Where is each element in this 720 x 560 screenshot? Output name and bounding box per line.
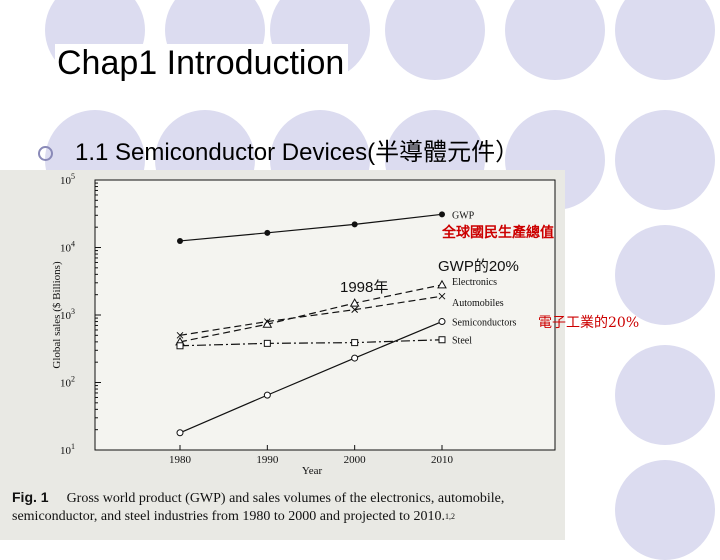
automobiles-data-point (176, 331, 184, 339)
y-tick-label: 101 (60, 442, 75, 457)
decor-circle (615, 110, 715, 210)
plot-area (94, 179, 556, 451)
caption-label: Fig. 1 (12, 489, 49, 505)
slide-title: Chap1 Introduction (55, 44, 349, 83)
automobiles-data-point (263, 318, 271, 325)
bullet-text: 1.1 Semiconductor Devices(半導體元件） (75, 139, 520, 166)
gwp-series-label: GWP (452, 210, 475, 221)
figure-panel: 101 102 103 104 105 1980 1990 2000 2010 Year Globa… (0, 170, 565, 540)
automobiles-data-point (438, 292, 446, 300)
electronics-data-point (437, 279, 447, 289)
x-tick-label: 2000 (344, 454, 367, 466)
gwp-20-percent-annotation: GWP的20% (438, 258, 519, 275)
y-tick-label: 104 (60, 240, 75, 255)
x-tick-label: 2010 (431, 454, 454, 466)
steel-data-point (176, 342, 184, 350)
x-axis-label: Year (302, 465, 323, 477)
y-axis-label: Global sales ($ Billions) (51, 261, 63, 369)
decor-circle (615, 0, 715, 80)
gwp-data-point (264, 229, 271, 236)
electronics-20-percent-annotation: 電子工業的20% (538, 315, 640, 331)
semiconductors-series-line (179, 320, 443, 434)
steel-data-point (263, 339, 271, 347)
x-tick-label: 1980 (169, 454, 192, 466)
semiconductors-data-point (438, 318, 446, 326)
gwp-chinese-annotation: 全球國民生產總值 (442, 225, 554, 241)
decor-circle (615, 345, 715, 445)
caption-text: Gross world product (GWP) and sales volu… (12, 491, 505, 524)
semiconductors-data-point (263, 391, 271, 399)
figure-caption: Fig. 1 Gross world product (GWP) and sale… (12, 488, 567, 526)
automobiles-series-label: Automobiles (452, 298, 504, 309)
y-tick-label: 102 (60, 375, 75, 390)
bullet-ring-icon (38, 146, 53, 162)
electronics-series-label: Electronics (452, 277, 497, 288)
decor-circle (385, 0, 485, 80)
steel-data-point (438, 336, 446, 344)
gwp-data-point (177, 237, 183, 244)
decor-circle (615, 225, 715, 325)
x-tick-label: 1990 (256, 454, 279, 466)
steel-series-label: Steel (452, 336, 472, 347)
steel-data-point (351, 339, 359, 347)
semiconductors-data-point (176, 429, 184, 437)
gwp-series-line (179, 213, 443, 242)
gwp-data-point (351, 221, 358, 228)
decor-circle (505, 0, 605, 80)
year-1998-annotation: 1998年 (340, 279, 389, 296)
steel-series-line (179, 339, 443, 347)
semiconductors-series-label: Semiconductors (452, 318, 517, 329)
y-tick-label: 105 (60, 172, 75, 187)
decor-circle (615, 460, 715, 560)
gwp-data-point (439, 211, 445, 218)
bullet-item: 1.1 Semiconductor Devices(半導體元件） (38, 132, 519, 167)
automobiles-data-point (351, 306, 359, 314)
electronics-series-line (179, 284, 443, 343)
caption-reference: 1,2 (444, 512, 455, 521)
semiconductors-data-point (351, 354, 359, 362)
automobiles-series-line (179, 295, 443, 336)
electronics-data-point (349, 298, 360, 307)
